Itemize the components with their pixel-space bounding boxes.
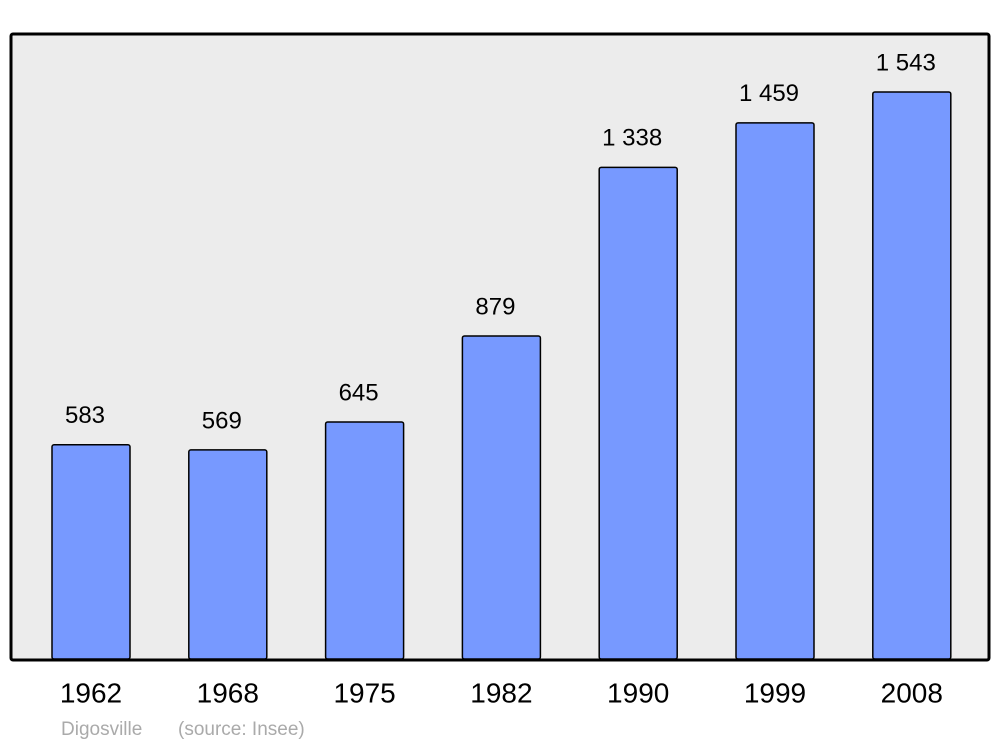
bar xyxy=(598,166,678,660)
x-tick-label: 1975 xyxy=(333,677,395,708)
bar xyxy=(735,122,815,660)
x-tick-label: 2008 xyxy=(881,677,943,708)
value-label: 645 xyxy=(339,379,379,406)
value-label: 1 543 xyxy=(876,49,936,76)
value-label: 569 xyxy=(202,407,242,434)
value-label: 583 xyxy=(65,402,105,429)
x-tick-label: 1990 xyxy=(607,677,669,708)
value-label: 1 459 xyxy=(739,80,799,107)
x-tick-label: 1982 xyxy=(470,677,532,708)
x-tick-label: 1962 xyxy=(60,677,122,708)
bar xyxy=(51,444,131,660)
source-note: (source: Insee) xyxy=(178,719,305,740)
x-tick-label: 1999 xyxy=(744,677,806,708)
place-name: Digosville xyxy=(61,719,142,740)
value-label: 879 xyxy=(475,293,515,320)
bar xyxy=(324,421,405,660)
bar xyxy=(188,449,268,660)
bar xyxy=(461,335,542,660)
x-tick-label: 1968 xyxy=(197,677,259,708)
bar xyxy=(872,91,952,660)
value-label: 1 338 xyxy=(602,125,662,152)
